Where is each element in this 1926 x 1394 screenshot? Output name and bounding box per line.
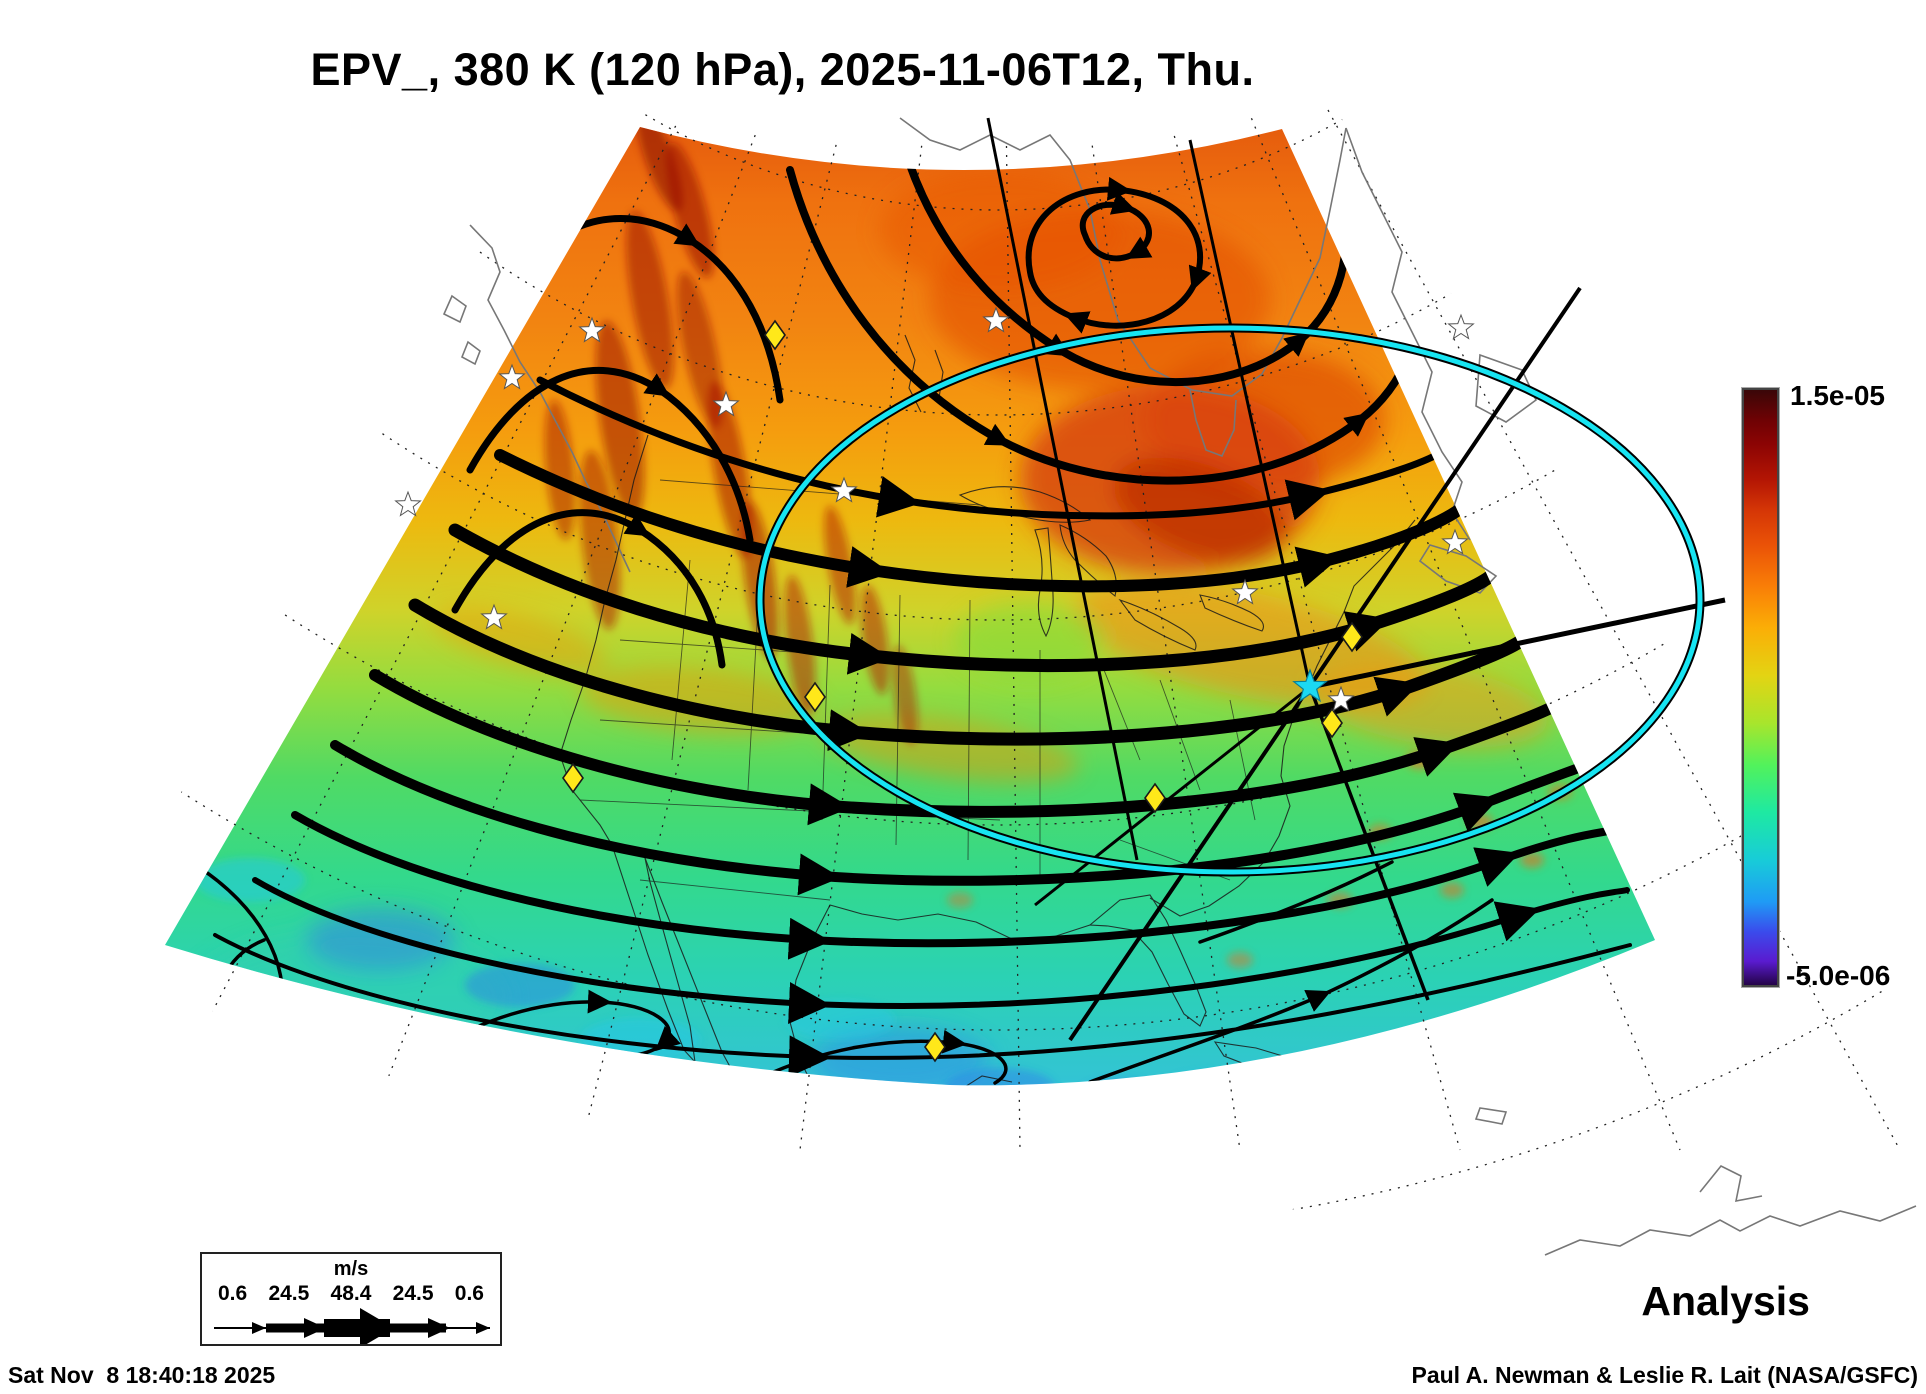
site-diamond-icon	[804, 681, 826, 713]
wind-legend-barb	[214, 1308, 490, 1344]
wind-speed-legend: m/s 0.6 24.5 48.4 24.5 0.6	[200, 1252, 502, 1346]
site-star-icon	[498, 363, 526, 390]
azimuth-lines	[986, 117, 1726, 1042]
site-star-icon	[578, 316, 606, 343]
site-star-icon	[1231, 578, 1259, 605]
site-star-icon	[394, 490, 422, 517]
site-star-icon	[1441, 528, 1469, 555]
site-star-icon	[712, 390, 740, 417]
site-star-icon	[982, 306, 1010, 333]
colorbar	[1741, 387, 1780, 988]
site-diamond-icon	[1341, 621, 1363, 653]
site-diamond-icon	[1144, 782, 1166, 814]
site-diamond-icon	[764, 319, 786, 351]
range-ring	[755, 323, 1705, 877]
wind-legend-values: 0.6 24.5 48.4 24.5 0.6	[202, 1282, 500, 1306]
wind-speed-value: 24.5	[392, 1282, 434, 1305]
site-star-icon	[480, 603, 508, 630]
site-star-icon	[1327, 685, 1355, 712]
wind-speed-value: 24.5	[268, 1282, 310, 1305]
site-diamond-icon	[562, 762, 584, 794]
colorbar-min-label: -5.0e-06	[1786, 960, 1891, 991]
station-star-icon	[1292, 668, 1328, 703]
site-diamond-icon	[924, 1031, 946, 1063]
credit-line: Paul A. Newman & Leslie R. Lait (NASA/GS…	[1411, 1362, 1918, 1388]
site-star-icon	[830, 476, 858, 503]
station-markers	[394, 306, 1475, 1063]
creation-timestamp: Sat Nov 8 18:40:18 2025	[8, 1362, 276, 1388]
site-diamond-icon	[1321, 707, 1343, 739]
plot-title: EPV_, 380 K (120 hPa), 2025-11-06T12, Th…	[310, 44, 1255, 95]
product-label: Analysis	[1641, 1278, 1810, 1324]
wind-speed-value: 0.6	[454, 1282, 484, 1305]
wind-speed-value: 0.6	[218, 1282, 248, 1305]
wind-legend-units: m/s	[333, 1258, 369, 1280]
colorbar-max-label: 1.5e-05	[1790, 380, 1885, 411]
wind-speed-value: 48.4	[330, 1282, 372, 1305]
site-star-icon	[1447, 313, 1475, 340]
